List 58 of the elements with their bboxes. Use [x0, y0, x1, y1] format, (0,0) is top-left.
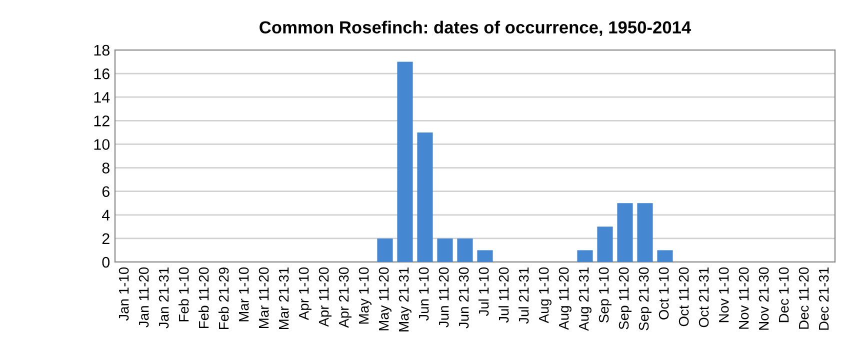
x-tick-label: Mar 11-20: [258, 267, 269, 328]
bar: [577, 250, 593, 262]
bar: [477, 250, 493, 262]
x-tick-label: Feb 21-29: [218, 268, 229, 330]
x-tick-label: Apr 1-10: [298, 267, 312, 320]
bar: [657, 250, 673, 262]
x-tick-label: Aug 11-20: [558, 267, 572, 330]
x-tick-label: Feb 1-10: [178, 267, 189, 322]
x-tick-label: Jan 11-20: [138, 267, 149, 328]
y-tick-label: 18: [94, 44, 110, 56]
x-tick-label: Jun 21-30: [458, 267, 469, 328]
x-tick-label: Oct 1-10: [658, 267, 669, 320]
bar: [597, 226, 613, 262]
x-tick-label: Jan 1-10: [118, 267, 129, 321]
y-tick-label: 16: [94, 68, 110, 80]
x-tick-label: Jul 21-31: [518, 268, 529, 324]
x-tick-label: Apr 11-20: [318, 267, 332, 327]
x-tick-label: Nov 11-20: [738, 267, 749, 329]
x-tick-label: Mar 1-10: [238, 267, 249, 322]
x-tick-label: Apr 21-30: [338, 267, 352, 328]
x-tick-label: Jun 11-20: [438, 267, 449, 328]
y-tick-label: 12: [94, 116, 110, 126]
x-tick-label: Mar 21-31: [278, 268, 289, 330]
y-tick-label: 10: [94, 139, 110, 150]
y-tick-label: 0: [102, 256, 110, 268]
y-tick-label: 8: [102, 162, 110, 174]
x-tick-label: Jul 1-10: [478, 267, 489, 316]
y-tick-label: 4: [102, 210, 110, 220]
bar: [437, 238, 453, 262]
y-tick-label: 14: [94, 92, 110, 103]
bar: [417, 132, 433, 262]
x-tick-label: Sep 1-10: [598, 267, 612, 323]
x-tick-label: Jan 21-31: [158, 268, 169, 328]
bar: [617, 203, 633, 262]
x-tick-label: Dec 1-10: [778, 267, 789, 322]
x-tick-label: Jun 1-10: [418, 267, 429, 321]
x-tick-label: Nov 1-10: [718, 267, 729, 322]
x-tick-label: Sep 11-20: [618, 267, 632, 330]
x-tick-label: May 1-10: [358, 267, 372, 324]
x-tick-label: Jul 11-20: [498, 267, 509, 323]
chart-title: Common Rosefinch: dates of occurrence, 1950-2014: [260, 20, 692, 36]
bar: [377, 238, 393, 262]
x-tick-label: Dec 21-31: [818, 268, 829, 330]
y-tick-label: 6: [102, 186, 110, 198]
bar: [397, 62, 413, 262]
bar: [457, 238, 473, 262]
x-tick-label: Oct 21-31: [698, 268, 709, 328]
x-tick-label: Oct 11-20: [678, 267, 689, 326]
x-tick-label: May 21-31: [398, 268, 412, 332]
y-tick-label: 2: [102, 233, 110, 244]
x-tick-label: May 11-20: [378, 267, 392, 330]
x-tick-label: Feb 11-20: [198, 267, 209, 328]
x-tick-label: Aug 1-10: [538, 267, 552, 324]
x-tick-label: Sep 21-30: [638, 267, 652, 330]
x-tick-label: Aug 21-31: [578, 268, 592, 331]
x-tick-label: Dec 11-20: [798, 267, 809, 329]
x-tick-label: Nov 21-30: [758, 267, 769, 330]
bar: [637, 203, 653, 262]
